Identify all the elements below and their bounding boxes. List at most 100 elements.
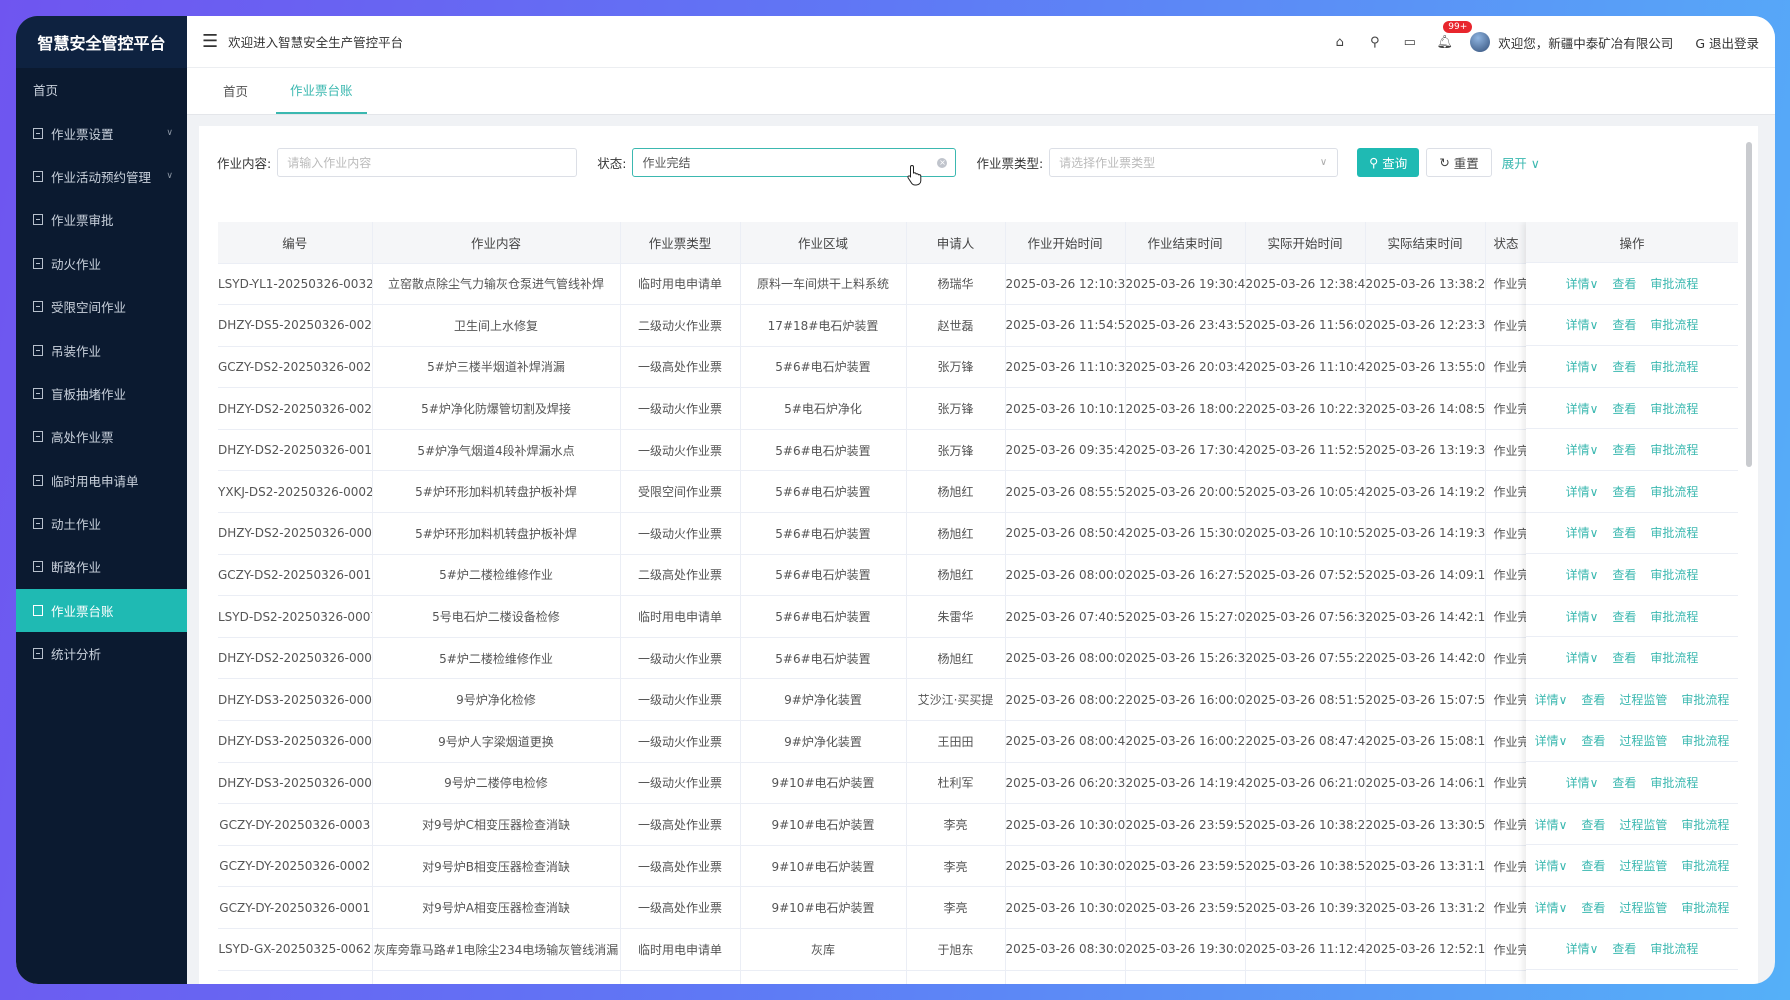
row-action-link[interactable]: 查看 — [1612, 609, 1637, 624]
row-action-link[interactable]: 审批流程 — [1650, 609, 1699, 624]
row-action-link[interactable]: 审批流程 — [1650, 526, 1699, 541]
table-row: GCZY-DS2-20250326-0028 5#炉三楼半烟道补焊消漏 一级高处作业… — [218, 346, 1738, 389]
row-action-link[interactable]: 审批流程 — [1650, 359, 1699, 374]
sidebar-item[interactable]: 动火作业 — [16, 242, 187, 285]
avatar[interactable] — [1470, 32, 1491, 52]
row-action-link[interactable]: 审批流程 — [1681, 859, 1730, 874]
table-cell: 一级动火作业票 — [620, 637, 741, 680]
row-action-link[interactable]: 详情∨ — [1534, 859, 1568, 874]
type-select[interactable]: 请选择作业票类型 ∨ — [1049, 148, 1339, 177]
row-action-link[interactable]: 详情∨ — [1565, 609, 1599, 624]
row-action-link[interactable]: 过程监管 — [1619, 692, 1668, 707]
row-action-link[interactable]: 详情∨ — [1565, 318, 1599, 333]
sidebar-item[interactable]: 作业票审批 — [16, 198, 187, 241]
table-cell: 灰库旁靠马路#1电除尘234电场输灰管线消漏 — [372, 970, 621, 984]
bell-icon[interactable]: 🔔︎ 99+ — [1427, 20, 1473, 50]
row-action-link[interactable]: 过程监管 — [1619, 734, 1668, 749]
row-action-link[interactable]: 查看 — [1612, 651, 1637, 666]
row-action-link[interactable]: 过程监管 — [1619, 817, 1668, 832]
row-action-link[interactable]: 审批流程 — [1650, 401, 1699, 416]
row-action-link[interactable]: 查看 — [1581, 734, 1606, 749]
row-action-link[interactable]: 审批流程 — [1650, 443, 1699, 458]
row-action-link[interactable]: 详情∨ — [1565, 359, 1599, 374]
row-action-link[interactable]: 审批流程 — [1681, 734, 1730, 749]
row-action-link[interactable]: 详情∨ — [1565, 276, 1599, 291]
sidebar-item[interactable]: 盲板抽堵作业 — [16, 372, 187, 415]
row-action-link[interactable]: 详情∨ — [1534, 817, 1568, 832]
vertical-scrollbar[interactable] — [1746, 142, 1752, 467]
table-cell: 灰库旁靠马路#1电除尘234电场输灰管线消漏 — [372, 928, 621, 971]
expand-link[interactable]: 展开 ∨ — [1501, 156, 1540, 171]
operations-row: 详情∨ 查看审批流程 — [1526, 263, 1738, 305]
sidebar-item[interactable]: 首页 — [16, 68, 187, 111]
row-action-link[interactable]: 审批流程 — [1650, 484, 1699, 499]
row-action-link[interactable]: 审批流程 — [1650, 982, 1698, 985]
column-header: 作业内容 — [372, 222, 621, 264]
logout-button[interactable]: G 退出登录 — [1695, 33, 1759, 52]
row-action-link[interactable]: 审批流程 — [1650, 276, 1699, 291]
row-action-link[interactable]: 查看 — [1612, 484, 1637, 499]
status-select[interactable]: 作业完结 × — [632, 148, 957, 177]
search-icon[interactable]: ⚲ — [1370, 34, 1380, 50]
row-action-link[interactable]: 审批流程 — [1650, 651, 1699, 666]
row-action-link[interactable]: 详情∨ — [1534, 900, 1568, 915]
sidebar-item[interactable]: 高处作业票 — [16, 415, 187, 458]
monitor-icon[interactable]: ▭ — [1403, 34, 1416, 50]
row-action-link[interactable]: 过程监管 — [1619, 859, 1668, 874]
sidebar-item[interactable]: 断路作业 — [16, 545, 187, 588]
row-action-link[interactable]: 详情∨ — [1565, 942, 1599, 957]
row-action-link[interactable]: 详情∨ — [1565, 443, 1599, 458]
menu-toggle-icon[interactable]: ☰ — [202, 31, 219, 52]
reset-button[interactable]: ↻ 重置 — [1426, 148, 1492, 177]
sidebar-item[interactable]: 受限空间作业 — [16, 285, 187, 328]
row-action-link[interactable]: 详情∨ — [1565, 775, 1599, 790]
row-action-link[interactable]: 详情∨ — [1565, 401, 1599, 416]
row-action-link[interactable]: 详情∨ — [1565, 651, 1599, 666]
row-action-link[interactable]: 查看 — [1612, 443, 1637, 458]
row-action-link[interactable]: 查看 — [1612, 942, 1637, 957]
row-action-link[interactable]: 过程监管 — [1619, 900, 1668, 915]
row-action-link[interactable]: 详情∨ — [1565, 526, 1599, 541]
row-action-link[interactable]: 查看 — [1581, 817, 1606, 832]
row-action-link[interactable]: 查看 — [1612, 276, 1637, 291]
row-action-link[interactable]: 查看 — [1612, 775, 1637, 790]
row-action-link[interactable]: 审批流程 — [1650, 942, 1699, 957]
sidebar-item[interactable]: 作业票台账 — [16, 588, 187, 633]
row-action-link[interactable]: 详情∨ — [1534, 734, 1568, 749]
sidebar-item[interactable]: 作业票设置 ∨ — [16, 111, 187, 154]
sidebar-item[interactable]: 吊装作业 — [16, 328, 187, 371]
row-action-link[interactable]: 审批流程 — [1681, 692, 1730, 707]
sidebar-item[interactable]: 统计分析 — [16, 632, 187, 675]
tab-home[interactable]: 首页 — [223, 84, 249, 99]
content-input[interactable]: 请输入作业内容 — [277, 148, 578, 177]
row-action-link[interactable]: 详情∨ — [1565, 567, 1599, 582]
sidebar-item[interactable]: 作业活动预约管理 ∨ — [16, 155, 187, 198]
row-action-link[interactable]: 查看 — [1612, 567, 1637, 582]
row-action-link[interactable]: 审批流程 — [1650, 567, 1699, 582]
row-action-link[interactable]: 查看 — [1612, 318, 1637, 333]
row-action-link[interactable]: 审批流程 — [1681, 900, 1730, 915]
query-button[interactable]: ⚲ 查询 — [1357, 148, 1420, 177]
row-action-link[interactable]: 查看 — [1612, 401, 1637, 416]
row-action-link[interactable]: 审批流程 — [1650, 318, 1699, 333]
row-action-link[interactable]: 查看 — [1581, 900, 1606, 915]
row-action-link[interactable]: 查看 — [1581, 692, 1606, 707]
sidebar-item[interactable]: 动土作业 — [16, 502, 187, 545]
row-action-link[interactable]: 查看 — [1612, 359, 1637, 374]
row-action-link[interactable]: 详情∨ — [1534, 692, 1568, 707]
table-cell: 9号炉净化检修 — [372, 678, 621, 722]
row-action-link[interactable]: 详情∨ — [1566, 982, 1599, 985]
home-icon[interactable]: ⌂ — [1335, 34, 1344, 50]
row-action-link[interactable]: 详情∨ — [1565, 484, 1599, 499]
row-action-link[interactable]: 查看 — [1581, 859, 1606, 874]
row-action-link[interactable]: 查看 — [1612, 982, 1636, 985]
table-cell: 2025-03-26 23:59:59 — [1125, 886, 1246, 929]
table-cell: GCZY-DS2-20250326-0028 — [218, 346, 373, 389]
row-action-link[interactable]: 查看 — [1612, 526, 1637, 541]
row-action-link[interactable]: 审批流程 — [1681, 817, 1730, 832]
sidebar-item[interactable]: 临时用电申请单 — [16, 459, 187, 502]
clear-icon[interactable]: × — [937, 157, 948, 168]
tab-ticket-ledger[interactable]: 作业票台账 — [276, 67, 367, 114]
operations-row: 详情∨ 查看审批流程 — [1526, 513, 1738, 555]
row-action-link[interactable]: 审批流程 — [1650, 775, 1699, 790]
